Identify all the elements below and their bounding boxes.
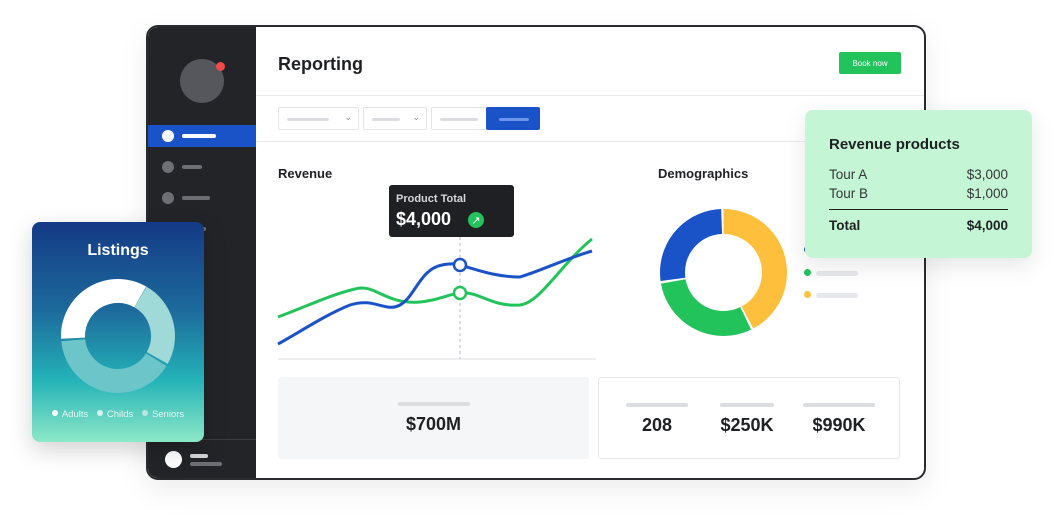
donut-segment-childs[interactable]: [59, 277, 177, 395]
legend-label-placeholder: [816, 293, 858, 298]
demographics-title: Demographics: [658, 166, 749, 181]
stat-high: $990K: [799, 403, 879, 436]
donut-segment-seniors[interactable]: [59, 277, 177, 395]
legend-label: Adults: [61, 409, 89, 420]
stat-card-metrics: 208 $250K $990K: [598, 377, 900, 459]
listings-title: Listings: [87, 242, 149, 259]
blue-point-marker[interactable]: [452, 257, 468, 273]
stat-value: $700M: [405, 414, 462, 434]
nav-label-placeholder: [182, 196, 210, 200]
filter-divider: [256, 141, 924, 142]
filter-option-1[interactable]: [431, 107, 487, 130]
nav-icon: [162, 130, 174, 142]
filter-value-placeholder: [440, 118, 478, 121]
notification-dot: [216, 62, 225, 71]
sidebar-item-1[interactable]: [148, 125, 256, 147]
legend-dot: [96, 410, 103, 416]
sidebar-item-3[interactable]: [148, 187, 256, 209]
filter-value-placeholder: [287, 118, 329, 121]
stat-value: 208: [641, 415, 673, 435]
legend-item-seniors: Seniors: [141, 409, 185, 420]
legend-label: Childs: [106, 409, 134, 420]
legend-item-childs: Childs: [96, 409, 134, 420]
book-now-button[interactable]: Book now: [839, 52, 901, 74]
stat-label-placeholder: [720, 403, 774, 407]
filter-value-placeholder: [499, 118, 529, 121]
chevron-down-icon: ⌄: [344, 112, 352, 122]
revenue-line-chart: [277, 237, 596, 360]
product-name: Tour B: [829, 186, 869, 201]
revenue-products-title: Revenue products: [829, 136, 960, 153]
chevron-down-icon: ⌄: [412, 112, 420, 122]
page-title: Reporting: [278, 54, 363, 74]
nav-label-placeholder: [182, 134, 216, 138]
legend-label-placeholder: [816, 271, 858, 276]
user-name-placeholder: [190, 454, 208, 458]
donut-segment-green[interactable]: [660, 209, 787, 336]
stat-value: $990K: [812, 415, 866, 435]
series-blue-line: [277, 249, 593, 346]
legend-dot: [51, 410, 58, 416]
stat-label-placeholder: [803, 403, 875, 407]
legend-label: Seniors: [151, 409, 185, 420]
legend-dot: [804, 269, 811, 276]
donut-segment-blue[interactable]: [660, 209, 787, 336]
revenue-products-card: Revenue products Tour A $3,000 Tour B $1…: [805, 110, 1032, 258]
donut-segment-adults[interactable]: [59, 277, 177, 395]
series-green-line: [277, 237, 593, 319]
stat-value: $250K: [720, 415, 774, 435]
donut-segment-yellow[interactable]: [660, 209, 787, 336]
green-point-marker[interactable]: [452, 285, 468, 301]
filter-value-placeholder: [372, 118, 400, 121]
revenue-title: Revenue: [278, 166, 333, 181]
listings-donut: [59, 277, 177, 395]
product-total-tooltip: Product Total $4,000 ↗: [389, 185, 514, 237]
stat-total: $700M: [278, 402, 589, 435]
product-value: $1,000: [966, 186, 1008, 201]
product-value: $3,000: [966, 167, 1008, 182]
legend-item-adults: Adults: [51, 409, 89, 420]
stat-mid: $250K: [714, 403, 780, 436]
stat-label-placeholder: [397, 402, 470, 406]
nav-icon: [162, 161, 174, 173]
filter-dropdown-1[interactable]: ⌄: [278, 107, 359, 130]
total-divider: [829, 209, 1008, 210]
filter-dropdown-2[interactable]: ⌄: [363, 107, 427, 130]
total-value: $4,000: [966, 218, 1008, 233]
listings-legend: Adults Childs Seniors: [32, 409, 204, 420]
header-divider: [256, 95, 924, 96]
sidebar-item-2[interactable]: [148, 156, 256, 178]
main-content: Reporting Book now ⌄ ⌄ Revenue: [256, 27, 924, 478]
listings-card: Listings Adults Childs Seniors: [32, 222, 204, 442]
legend-dot: [141, 410, 148, 416]
demographics-donut: [660, 209, 787, 336]
tooltip-value: $4,000: [396, 209, 452, 229]
product-name: Tour A: [829, 167, 868, 182]
nav-label-placeholder: [182, 165, 202, 169]
arrow-up-right-icon: ↗: [468, 212, 484, 228]
tooltip-label: Product Total: [396, 193, 467, 205]
total-label: Total: [829, 218, 861, 233]
user-avatar[interactable]: [165, 451, 182, 468]
legend-dot: [804, 291, 811, 298]
stat-label-placeholder: [626, 403, 688, 407]
stat-card-total: $700M: [278, 377, 589, 459]
user-role-placeholder: [190, 462, 222, 466]
stat-count: 208: [624, 403, 690, 436]
nav-icon: [162, 192, 174, 204]
sidebar-divider: [148, 439, 256, 440]
filter-option-active[interactable]: [486, 107, 540, 130]
